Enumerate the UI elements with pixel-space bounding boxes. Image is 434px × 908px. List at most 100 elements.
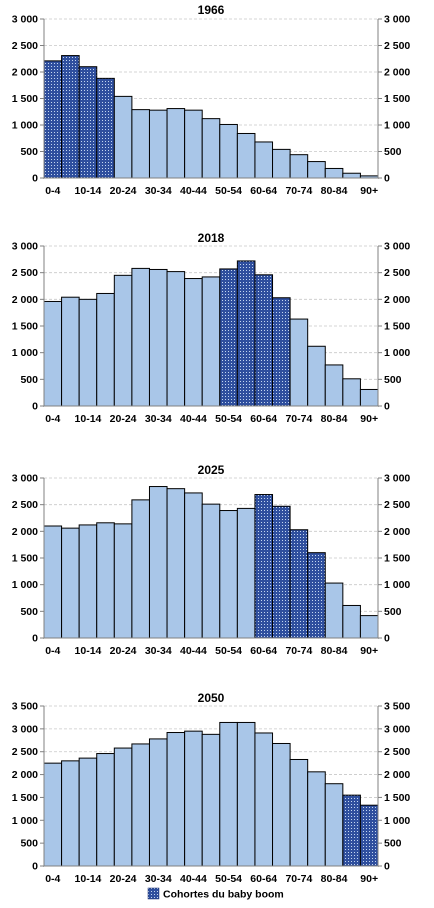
y-tick-label-right: 2 000 — [384, 67, 410, 79]
bar-25-29 — [131, 743, 150, 867]
bar-15-19 — [96, 522, 115, 639]
y-tick-label-right: 500 — [384, 374, 402, 386]
y-tick-label-left: 2 500 — [12, 40, 38, 52]
bar-85-89 — [342, 378, 361, 407]
x-tick-label: 70-74 — [285, 185, 312, 197]
legend: Cohortes du baby boom — [147, 887, 284, 901]
y-tick-label-right: 2 500 — [384, 40, 410, 52]
x-tick-label: 90+ — [360, 185, 378, 197]
y-tick-label-left: 500 — [20, 146, 38, 158]
y-tick-label-left: 1 500 — [12, 321, 38, 333]
x-tick-label: 60-64 — [250, 873, 277, 885]
y-tick-label-right: 3 000 — [384, 473, 410, 485]
bar-20-24 — [113, 747, 133, 867]
bar-50-54 — [219, 721, 238, 867]
x-tick-label: 60-64 — [250, 645, 277, 657]
bar-40-44 — [184, 730, 203, 867]
x-tick-label: 50-54 — [215, 873, 242, 885]
bar-35-39 — [166, 732, 186, 867]
chart-panel-2018: 2018 0 0 500 500 1 000 1 000 1 500 1 500 2 000 2 0… — [12, 231, 411, 425]
bar-30-34 — [148, 738, 168, 867]
y-tick-label-right: 1 000 — [384, 815, 410, 827]
y-tick-label-right: 3 500 — [384, 701, 410, 713]
bar-45-49 — [201, 503, 221, 639]
chart-panel-2050: 2050 0 0 500 500 1 000 1 000 1 500 1 500 2 000 2 0… — [12, 691, 411, 885]
bar-75-79 — [307, 552, 326, 639]
x-tick-label: 50-54 — [215, 185, 242, 197]
y-tick-label-left: 0 — [32, 401, 38, 413]
bar-10-14 — [78, 757, 98, 867]
bar-5-9 — [61, 296, 80, 407]
bar-40-44 — [184, 492, 203, 639]
bar-70-74 — [289, 318, 309, 407]
bar-70-74 — [289, 529, 309, 639]
y-tick-label-left: 500 — [20, 838, 38, 850]
chart-panel-1966: 1966 0 0 500 500 1 000 1 000 1 500 1 500 2 000 2 0… — [12, 3, 411, 197]
bar-75-79 — [307, 161, 326, 179]
bar-30-34 — [148, 486, 168, 639]
bar-80-84 — [324, 364, 344, 407]
x-tick-label: 10-14 — [75, 185, 102, 197]
bar-35-39 — [166, 108, 186, 179]
bar-65-69 — [272, 297, 291, 407]
bar-45-49 — [201, 276, 221, 407]
x-tick-label: 40-44 — [180, 873, 207, 885]
bar-0-4 — [43, 60, 63, 179]
bar-55-59 — [236, 507, 256, 639]
x-tick-label: 20-24 — [110, 645, 137, 657]
y-tick-label-right: 2 000 — [384, 526, 410, 538]
y-tick-label-left: 500 — [20, 606, 38, 618]
y-tick-label-left: 2 000 — [12, 769, 38, 781]
x-tick-label: 90+ — [360, 413, 378, 425]
bar-40-44 — [184, 109, 203, 179]
x-tick-label: 80-84 — [321, 185, 348, 197]
y-tick-label-right: 0 — [384, 633, 390, 645]
x-tick-label: 70-74 — [285, 645, 312, 657]
x-tick-label: 40-44 — [180, 413, 207, 425]
x-tick-label: 80-84 — [321, 413, 348, 425]
y-tick-label-right: 2 500 — [384, 746, 410, 758]
bar-25-29 — [131, 109, 150, 179]
bar-70-74 — [289, 758, 309, 867]
chart-title: 2018 — [198, 231, 225, 245]
y-tick-label-left: 3 000 — [12, 723, 38, 735]
y-tick-label-right: 1 000 — [384, 120, 410, 132]
bar-85-89 — [342, 604, 361, 639]
chart-title: 2050 — [198, 691, 225, 705]
bar-45-49 — [201, 118, 221, 179]
y-tick-label-left: 1 000 — [12, 579, 38, 591]
bar-30-34 — [148, 268, 168, 407]
bar-85-89 — [342, 794, 361, 867]
bar-20-24 — [113, 95, 133, 179]
bar-75-79 — [307, 771, 326, 867]
y-tick-label-left: 3 000 — [12, 241, 38, 253]
bar-40-44 — [184, 278, 203, 407]
x-tick-label: 20-24 — [110, 873, 137, 885]
y-tick-label-left: 0 — [32, 861, 38, 873]
bar-65-69 — [272, 742, 291, 867]
y-tick-label-right: 500 — [384, 838, 402, 850]
x-tick-label: 50-54 — [215, 413, 242, 425]
bar-20-24 — [113, 274, 133, 407]
chart-title: 1966 — [198, 3, 225, 17]
y-tick-label-left: 2 000 — [12, 294, 38, 306]
y-tick-label-left: 1 500 — [12, 553, 38, 565]
y-tick-label-left: 1 500 — [12, 792, 38, 804]
x-tick-label: 0-4 — [45, 645, 60, 657]
bar-55-59 — [236, 260, 256, 407]
y-tick-label-right: 1 500 — [384, 93, 410, 105]
bar-15-19 — [96, 77, 115, 179]
bar-5-9 — [61, 55, 80, 179]
bar-50-54 — [219, 510, 238, 639]
bar-75-79 — [307, 345, 326, 407]
bar-55-59 — [236, 132, 256, 179]
x-tick-label: 30-34 — [145, 413, 172, 425]
x-tick-label: 20-24 — [110, 185, 137, 197]
y-tick-label-left: 3 000 — [12, 14, 38, 26]
y-tick-label-left: 3 500 — [12, 701, 38, 713]
y-tick-label-left: 3 000 — [12, 473, 38, 485]
x-tick-label: 10-14 — [75, 413, 102, 425]
bar-90+ — [359, 388, 379, 407]
y-tick-label-left: 500 — [20, 374, 38, 386]
